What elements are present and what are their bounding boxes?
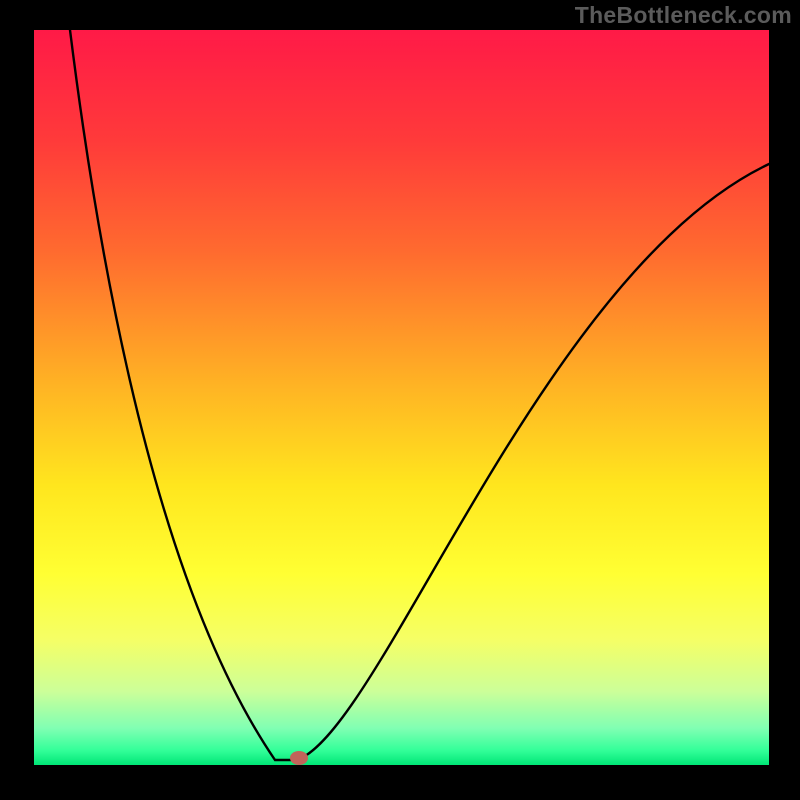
- optimum-marker: [290, 751, 308, 765]
- bottleneck-curve: [34, 30, 769, 765]
- chart-container: TheBottleneck.com: [0, 0, 800, 800]
- watermark-text: TheBottleneck.com: [575, 2, 792, 29]
- plot-area: [34, 30, 769, 765]
